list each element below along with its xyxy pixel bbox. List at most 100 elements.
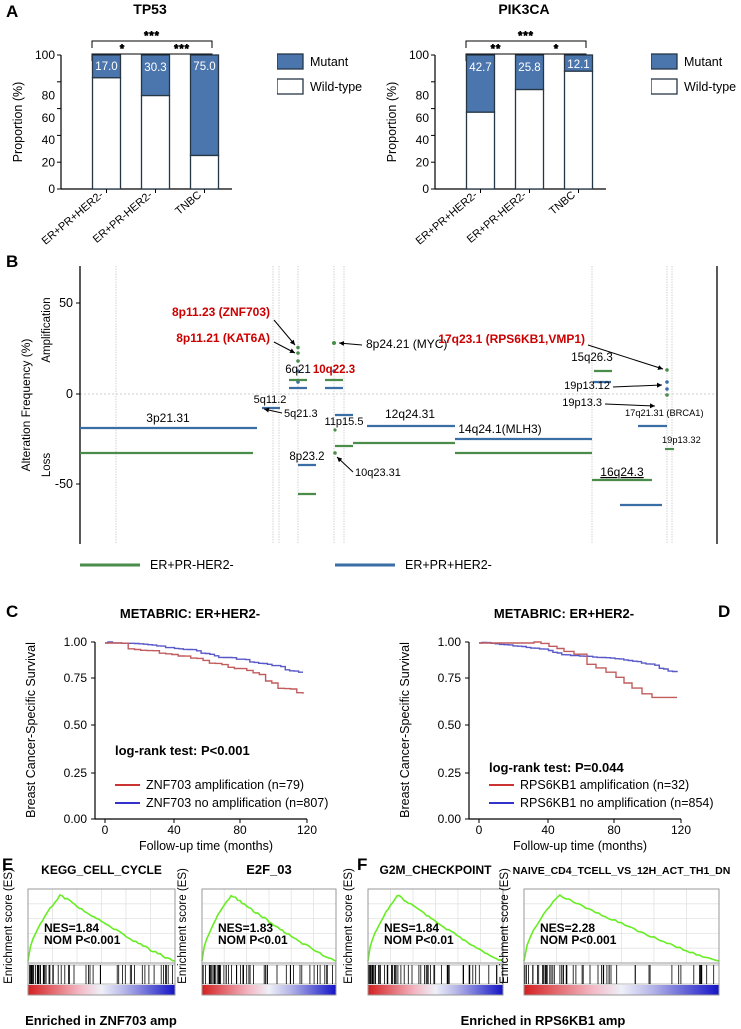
- svg-text:0.75: 0.75: [64, 671, 88, 685]
- svg-text:Amplification: Amplification: [41, 297, 53, 362]
- svg-text:ER+PR+HER2-: ER+PR+HER2-: [405, 558, 492, 572]
- svg-text:NAIVE_CD4_TCELL_VS_12H_ACT_TH1: NAIVE_CD4_TCELL_VS_12H_ACT_TH1_DN: [513, 865, 731, 877]
- svg-text:NOM P<0.01: NOM P<0.01: [218, 933, 288, 947]
- svg-text:PIK3CA: PIK3CA: [498, 1, 549, 17]
- svg-text:80: 80: [607, 823, 621, 837]
- svg-text:Alteration Frequency (%): Alteration Frequency (%): [19, 339, 33, 472]
- svg-text:40: 40: [42, 133, 56, 147]
- svg-text:40: 40: [167, 823, 181, 837]
- svg-text:0.75: 0.75: [438, 671, 462, 685]
- svg-text:60: 60: [416, 111, 430, 125]
- svg-text:19p13.3: 19p13.3: [562, 397, 602, 409]
- svg-text:Mutant: Mutant: [310, 55, 349, 69]
- svg-text:17.0: 17.0: [95, 61, 117, 73]
- svg-text:log-rank test: P=0.044: log-rank test: P=0.044: [489, 760, 625, 775]
- svg-text:50: 50: [59, 296, 73, 310]
- svg-text:19p13.32: 19p13.32: [662, 435, 701, 445]
- svg-text:Enrichment score (ES): Enrichment score (ES): [3, 868, 15, 984]
- svg-text:3p21.31: 3p21.31: [146, 411, 190, 425]
- svg-text:NOM P<0.01: NOM P<0.01: [384, 933, 454, 947]
- svg-text:0.00: 0.00: [64, 812, 88, 826]
- svg-text:***: ***: [518, 30, 534, 42]
- svg-text:***: ***: [174, 43, 190, 55]
- svg-text:Breast Cancer-Specific Surviv: Breast Cancer-Specific Survival: [398, 642, 412, 818]
- svg-text:1.00: 1.00: [438, 635, 462, 649]
- svg-text:0.50: 0.50: [64, 718, 88, 732]
- svg-text:100: 100: [35, 48, 55, 62]
- svg-text:60: 60: [42, 111, 56, 125]
- svg-text:Proportion (%): Proportion (%): [385, 82, 399, 163]
- svg-text:G2M_CHECKPOINT: G2M_CHECKPOINT: [379, 863, 492, 877]
- svg-text:19p13.12: 19p13.12: [564, 380, 610, 392]
- svg-text:80: 80: [42, 88, 56, 102]
- svg-text:40: 40: [416, 133, 430, 147]
- svg-text:Enrichment score (ES): Enrichment score (ES): [343, 868, 355, 984]
- svg-text:0.25: 0.25: [438, 766, 462, 780]
- svg-text:E2F_03: E2F_03: [246, 862, 292, 877]
- svg-text:0: 0: [476, 823, 483, 837]
- svg-text:120: 120: [297, 823, 317, 837]
- svg-text:8p23.2: 8p23.2: [289, 451, 324, 463]
- svg-text:0: 0: [48, 182, 55, 196]
- svg-text:Proportion (%): Proportion (%): [11, 82, 25, 163]
- svg-text:Enrichment score (ES): Enrichment score (ES): [177, 868, 189, 984]
- svg-text:20: 20: [416, 156, 430, 170]
- svg-text:5q21.3: 5q21.3: [284, 408, 318, 420]
- svg-text:Enriched in ZNF703 amp: Enriched in ZNF703 amp: [25, 1013, 177, 1028]
- svg-text:8p11.21 (KAT6A): 8p11.21 (KAT6A): [176, 331, 270, 345]
- svg-text:0.25: 0.25: [64, 766, 88, 780]
- svg-text:0.00: 0.00: [438, 812, 462, 826]
- svg-text:0.50: 0.50: [438, 718, 462, 732]
- svg-text:ZNF703 no amplification (n=807: ZNF703 no amplification (n=807): [146, 796, 328, 810]
- svg-text:RPS6KB1 no amplification (n=85: RPS6KB1 no amplification (n=854): [520, 796, 714, 810]
- svg-text:8p11.23 (ZNF703): 8p11.23 (ZNF703): [172, 305, 270, 319]
- svg-text:17q23.1 (RPS6KB1,VMP1): 17q23.1 (RPS6KB1,VMP1): [438, 332, 585, 346]
- svg-text:100: 100: [409, 48, 429, 62]
- svg-text:120: 120: [671, 823, 691, 837]
- svg-text:14q24.1(MLH3): 14q24.1(MLH3): [458, 422, 541, 436]
- svg-text:ER+PR-HER2-: ER+PR-HER2-: [150, 558, 234, 572]
- svg-text:0: 0: [66, 387, 73, 401]
- svg-text:10q22.3: 10q22.3: [313, 364, 355, 376]
- svg-text:NOM P<0.001: NOM P<0.001: [540, 933, 617, 947]
- svg-text:25.8: 25.8: [518, 62, 540, 74]
- svg-text:16q24.3: 16q24.3: [600, 465, 644, 479]
- svg-text:80: 80: [233, 823, 247, 837]
- svg-text:15q26.3: 15q26.3: [571, 352, 613, 364]
- svg-text:12q24.31: 12q24.31: [385, 407, 435, 421]
- svg-text:*: *: [120, 43, 125, 55]
- svg-text:0: 0: [102, 823, 109, 837]
- svg-text:40: 40: [541, 823, 555, 837]
- svg-text:METABRIC: ER+HER2-: METABRIC: ER+HER2-: [120, 606, 260, 621]
- svg-text:RPS6KB1 amplification (n=32): RPS6KB1 amplification (n=32): [520, 778, 689, 792]
- svg-text:Wild-type: Wild-type: [310, 80, 362, 94]
- svg-text:6q21: 6q21: [285, 364, 311, 376]
- svg-text:Breast Cancer-Specific Surviv: Breast Cancer-Specific Survival: [24, 642, 38, 818]
- svg-text:TNBC: TNBC: [547, 189, 578, 217]
- svg-text:10q23.31: 10q23.31: [355, 467, 401, 479]
- svg-text:Follow-up time (months): Follow-up time (months): [139, 839, 273, 853]
- svg-text:Enriched in RPS6KB1 amp: Enriched in RPS6KB1 amp: [461, 1013, 626, 1028]
- svg-text:80: 80: [416, 88, 430, 102]
- svg-text:12.1: 12.1: [567, 59, 589, 71]
- svg-text:ZNF703 amplification (n=79): ZNF703 amplification (n=79): [146, 778, 304, 792]
- svg-text:METABRIC: ER+HER2-: METABRIC: ER+HER2-: [494, 606, 634, 621]
- svg-text:***: ***: [144, 30, 160, 42]
- svg-text:42.7: 42.7: [469, 62, 491, 74]
- svg-text:Wild-type: Wild-type: [684, 80, 736, 94]
- svg-text:-50: -50: [55, 477, 73, 491]
- svg-text:Follow-up time (months): Follow-up time (months): [513, 839, 647, 853]
- svg-text:*: *: [554, 43, 559, 55]
- svg-text:NOM P<0.001: NOM P<0.001: [44, 933, 121, 947]
- svg-text:0: 0: [422, 182, 429, 196]
- svg-text:17q21.31 (BRCA1): 17q21.31 (BRCA1): [625, 408, 704, 418]
- svg-text:75.0: 75.0: [193, 61, 215, 73]
- svg-text:1.00: 1.00: [64, 635, 88, 649]
- svg-text:5q11.2: 5q11.2: [254, 394, 287, 406]
- svg-text:30.3: 30.3: [144, 62, 166, 74]
- svg-text:8p24.21 (MYC): 8p24.21 (MYC): [366, 337, 447, 351]
- svg-text:Enrichment score (ES): Enrichment score (ES): [499, 868, 511, 984]
- svg-text:**: **: [491, 43, 502, 55]
- svg-text:TNBC: TNBC: [173, 189, 204, 217]
- svg-text:Loss: Loss: [41, 453, 53, 478]
